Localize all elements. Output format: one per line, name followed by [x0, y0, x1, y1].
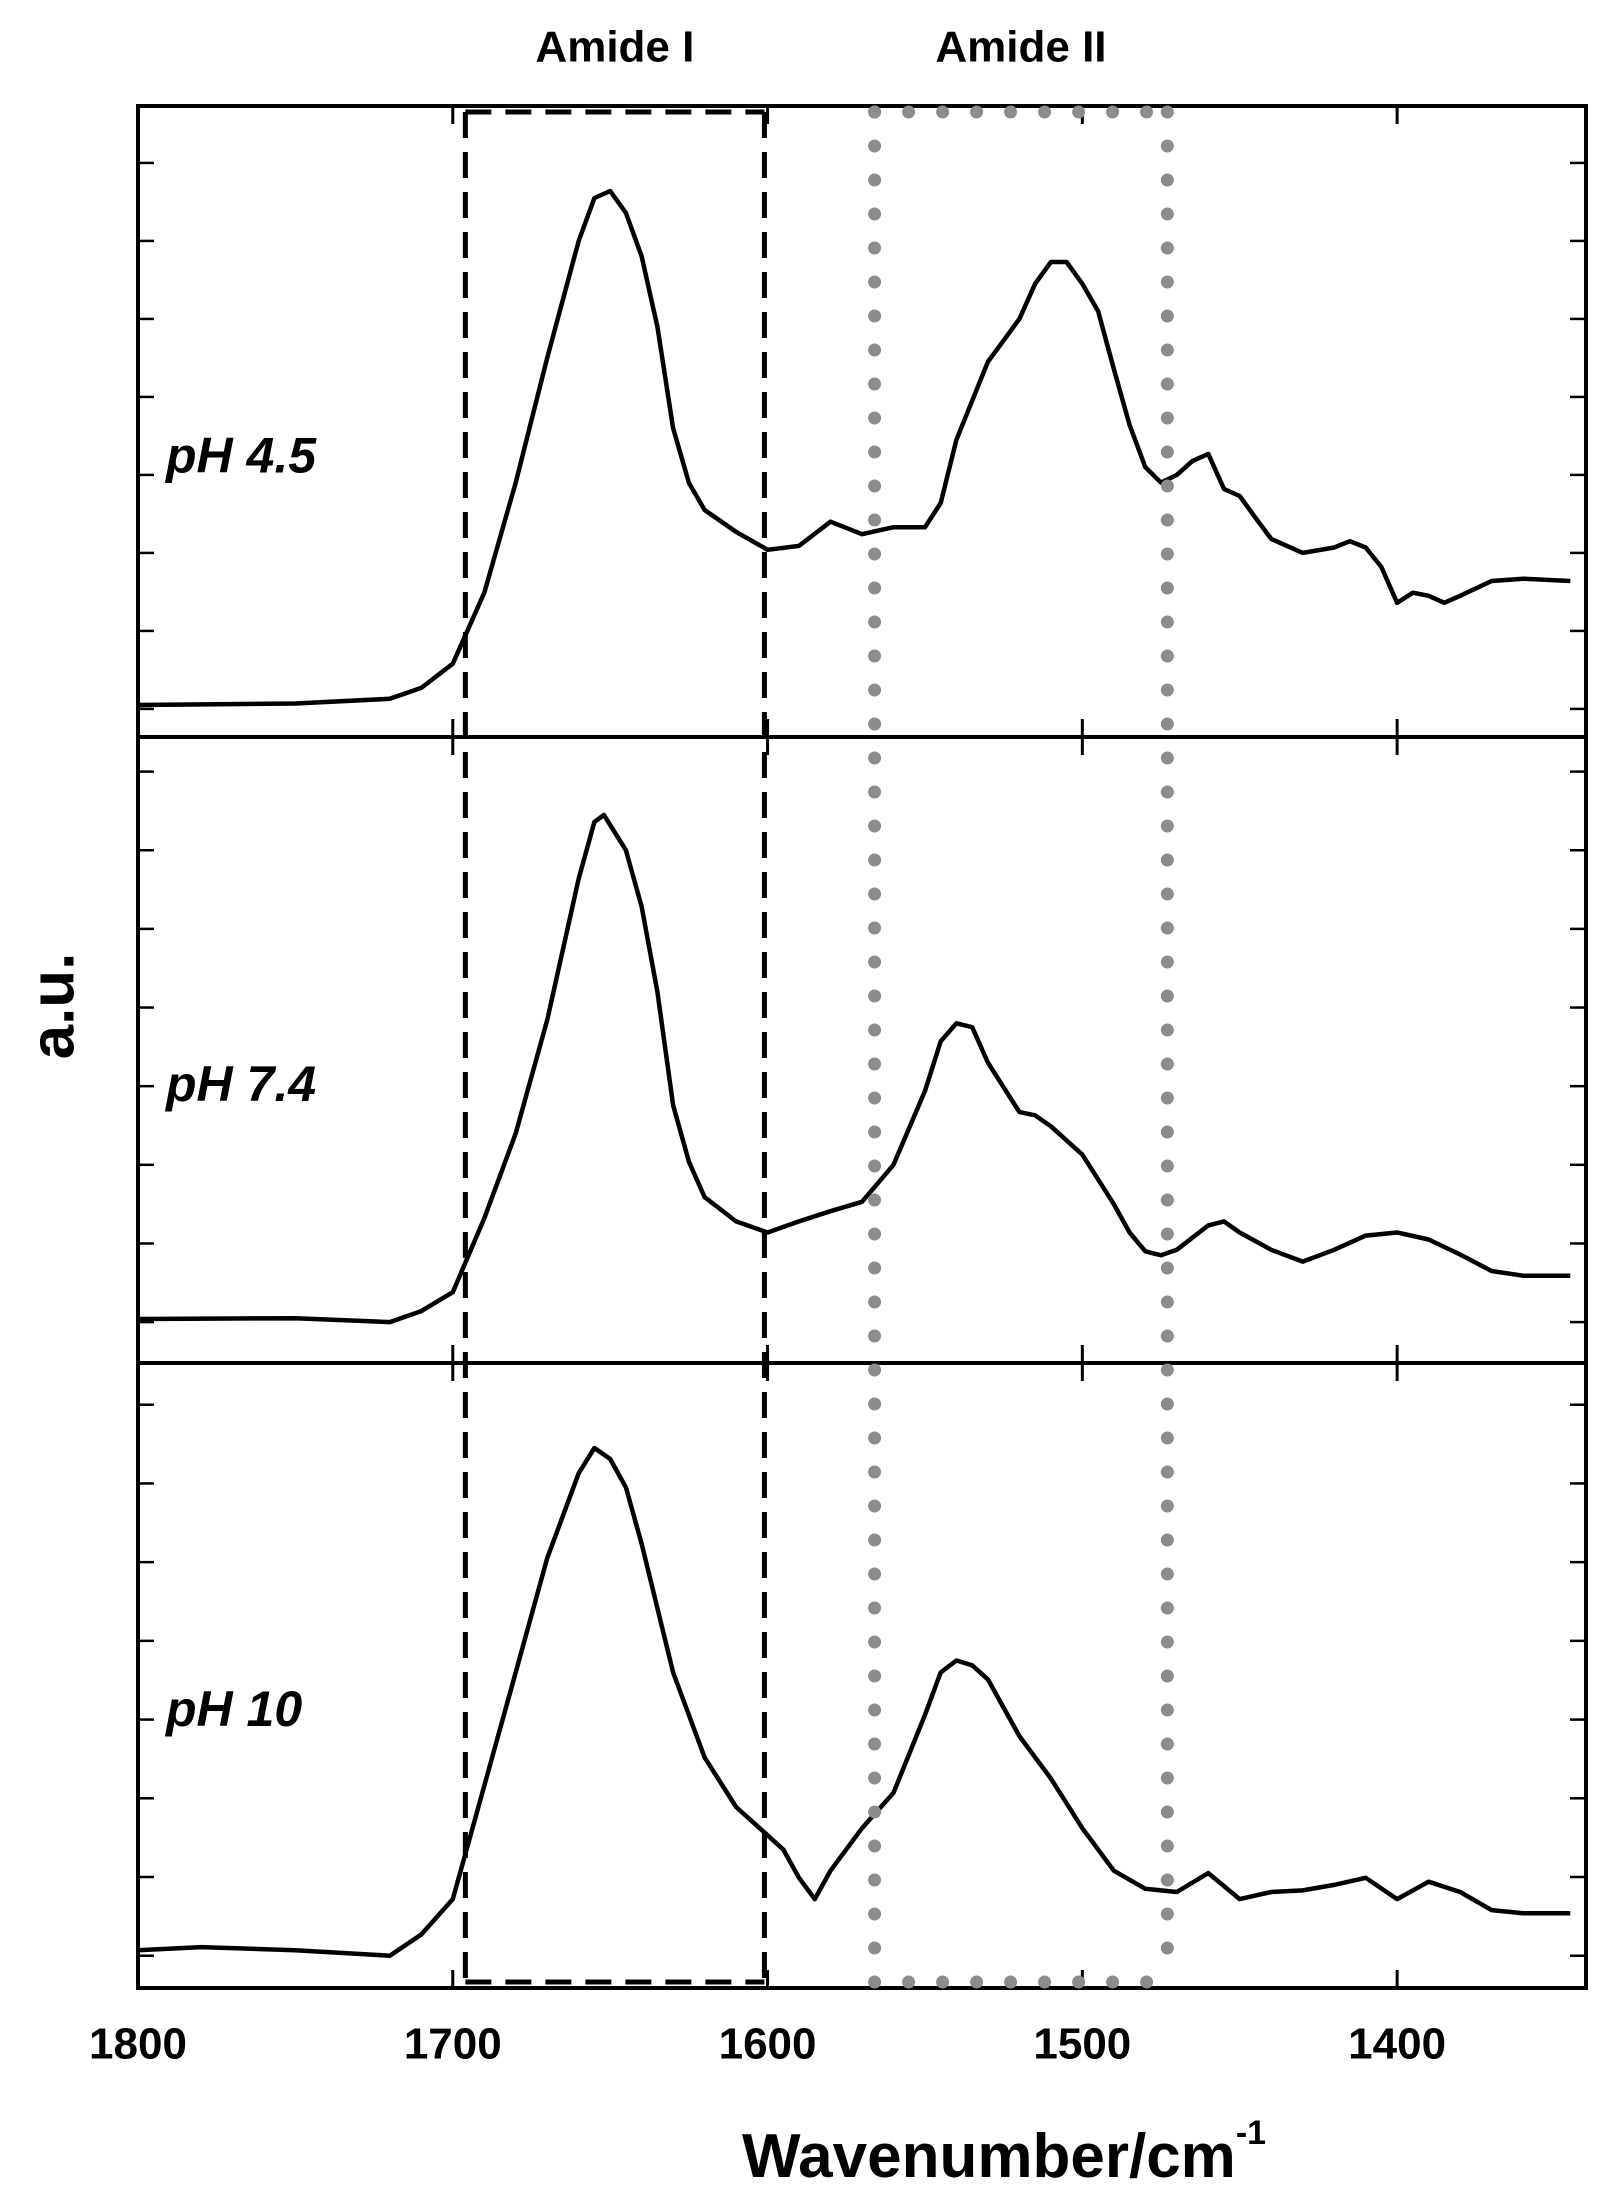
x-axis-label: Wavenumber/cm-1 — [742, 2114, 1266, 2191]
panel-frame — [136, 735, 1588, 1365]
x-tick-label: 1500 — [1033, 2020, 1131, 2069]
x-axis-label-text: Wavenumber/cm — [742, 2122, 1236, 2191]
x-tick-label: 1700 — [404, 2020, 502, 2069]
x-tick-label: 1800 — [89, 2020, 187, 2069]
spectrum-line — [137, 812, 1571, 1325]
spectrum-line — [137, 1445, 1571, 1958]
panel-frame — [136, 1361, 1588, 1990]
x-tick-label: 1600 — [719, 2020, 817, 2069]
panel-label: pH 4.5 — [164, 428, 317, 484]
spectrum-line — [137, 188, 1571, 708]
region-label: Amide II — [935, 23, 1106, 72]
panel-label: pH 10 — [164, 1681, 302, 1737]
panel-frame — [136, 104, 1588, 739]
region-label: Amide I — [535, 23, 694, 72]
y-axis-label: a.u. — [18, 953, 87, 1060]
x-tick-label: 1400 — [1348, 2020, 1446, 2069]
panel-label: pH 7.4 — [164, 1056, 316, 1112]
x-axis-label-superscript: -1 — [1236, 2114, 1266, 2152]
